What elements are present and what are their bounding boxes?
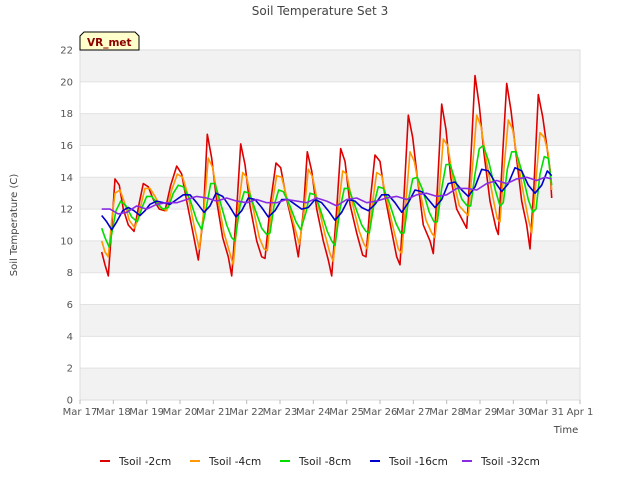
series-line-1 xyxy=(100,74,553,277)
legend-label: Tsoil -32cm xyxy=(480,456,540,468)
plot-background-bands xyxy=(80,50,580,400)
x-tick-label: Mar 31 xyxy=(529,407,564,418)
badge: VR_met xyxy=(79,31,140,51)
y-tick-label: 10 xyxy=(60,236,73,247)
plot-band xyxy=(80,304,580,337)
y-tick-label: 8 xyxy=(67,268,73,279)
series-line-4 xyxy=(101,166,553,231)
series-line-3 xyxy=(100,144,553,249)
series-line-2 xyxy=(100,114,553,266)
x-tick-label: Apr 1 xyxy=(567,407,594,418)
y-tick-label: 6 xyxy=(67,300,73,311)
y-tick-label: 14 xyxy=(60,173,73,184)
series-line-5 xyxy=(101,176,552,215)
x-tick-label: Mar 18 xyxy=(96,407,131,418)
y-tick-label: 18 xyxy=(60,109,73,120)
chart-title: Soil Temperature Set 3 xyxy=(252,4,388,18)
x-tick-label: Mar 23 xyxy=(263,407,298,418)
x-tick-label: Mar 25 xyxy=(329,407,364,418)
series-layer xyxy=(100,74,553,277)
y-tick-label: 4 xyxy=(67,332,73,343)
badge-box xyxy=(79,31,140,51)
badge-label: VR_met xyxy=(87,37,132,49)
x-tick-label: Mar 28 xyxy=(429,407,464,418)
x-axis-title: Time xyxy=(553,425,578,436)
legend-label: Tsoil -2cm xyxy=(118,456,171,468)
x-tick-label: Mar 27 xyxy=(396,407,431,418)
plot-band xyxy=(80,113,580,146)
x-tick-label: Mar 24 xyxy=(296,407,331,418)
x-tick-label: Mar 19 xyxy=(129,407,164,418)
x-tick-label: Mar 22 xyxy=(229,407,264,418)
plot-band xyxy=(80,50,580,82)
legend-label: Tsoil -8cm xyxy=(298,456,351,468)
y-tick-label: 12 xyxy=(60,205,73,216)
plot-area-border xyxy=(79,49,581,401)
x-tick-label: Mar 29 xyxy=(463,407,498,418)
legend: Tsoil -2cm Tsoil -4cm Tsoil -8cm Tsoil -16c… xyxy=(100,456,540,468)
y-axis-title: Soil Temperature (C) xyxy=(9,174,20,277)
x-tick-label: Mar 26 xyxy=(363,407,398,418)
plot-band xyxy=(80,368,580,400)
y-tick-label: 20 xyxy=(60,77,73,88)
y-tick-label: 2 xyxy=(67,364,73,375)
y-tick-label: 22 xyxy=(60,46,73,57)
y-axis-ticks: 0 2 4 6 8 10 12 14 16 18 20 22 xyxy=(60,46,73,407)
y-tick-label: 0 xyxy=(67,396,73,407)
x-tick-label: Mar 17 xyxy=(63,407,98,418)
x-tick-label: Mar 30 xyxy=(496,407,531,418)
legend-label: Tsoil -4cm xyxy=(208,456,261,468)
x-tick-label: Mar 20 xyxy=(163,407,198,418)
x-tick-label: Mar 21 xyxy=(196,407,231,418)
legend-label: Tsoil -16cm xyxy=(388,456,448,468)
y-tick-label: 16 xyxy=(60,141,73,152)
